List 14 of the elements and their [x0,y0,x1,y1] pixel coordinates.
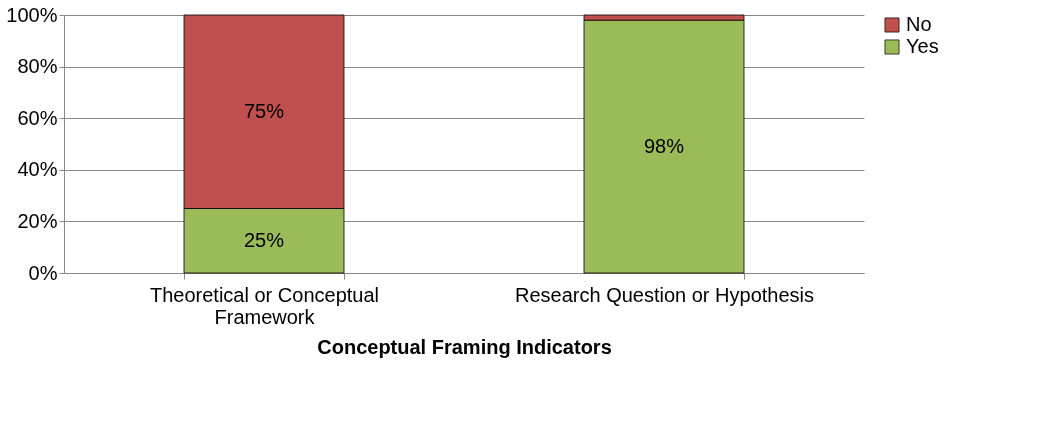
data-label: 75% [243,99,285,122]
x-axis-title: Conceptual Framing Indicators [317,335,612,358]
legend-label: Yes [906,35,939,57]
y-tick-label: 20% [17,209,58,232]
data-label: 98% [643,134,685,157]
y-tick-label: 100% [6,3,58,26]
legend-label: No [906,13,932,35]
y-tick-label: 80% [17,55,58,78]
y-tick-label: 40% [17,158,58,181]
data-label: 25% [243,228,285,251]
y-tick-label: 0% [28,261,58,284]
x-tick-label: Theoretical or Conceptual Framework [149,283,380,328]
y-tick-label: 60% [17,106,58,129]
x-tick-label: Research Question or Hypothesis [514,283,815,306]
